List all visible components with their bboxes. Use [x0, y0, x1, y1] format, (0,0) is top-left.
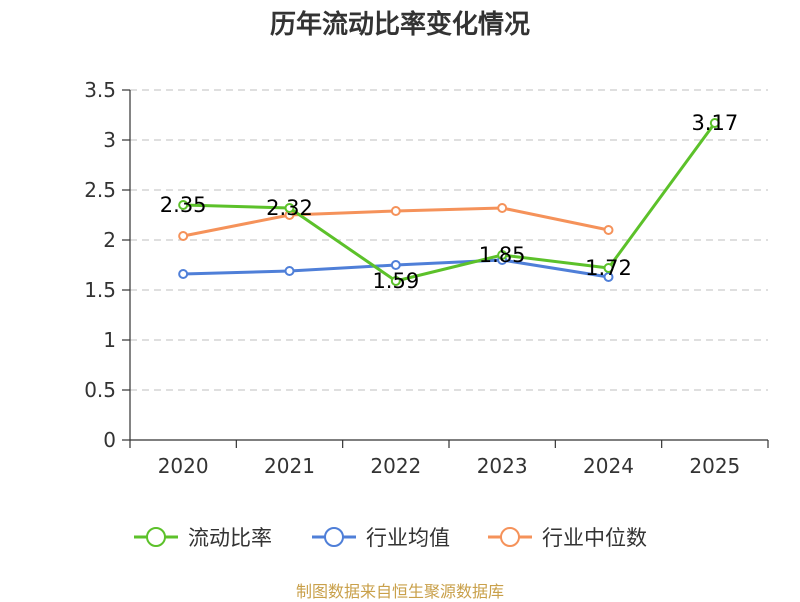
axes: 0 0.5 1 1.5 2 2.5 3 3.5 2020 2021 2022 2023 2024 2025: [84, 78, 769, 478]
data-point: [497, 203, 508, 213]
legend-label: 流动比率: [188, 526, 272, 550]
data-point: [390, 260, 401, 270]
legend-marker-icon: [146, 527, 166, 547]
series-line-0: [183, 122, 717, 283]
y-tick-label: 3.5: [84, 78, 116, 102]
x-tick-label: 2021: [264, 454, 315, 478]
y-tick-label: 2.5: [84, 178, 116, 202]
data-point: [390, 206, 401, 216]
data-label: 2.32: [266, 196, 313, 220]
data-label: 1.59: [372, 269, 419, 293]
legend-label: 行业中位数: [542, 526, 647, 550]
y-tick-label: 2: [103, 228, 116, 252]
series-lines: [178, 118, 720, 286]
y-tick-label: 1: [103, 328, 116, 352]
data-point: [497, 250, 508, 260]
x-tick-label: 2024: [583, 454, 634, 478]
data-point: [603, 263, 614, 273]
legend-marker-icon: [500, 527, 520, 547]
data-point: [390, 276, 401, 286]
data-label: 2.35: [160, 193, 207, 217]
data-point: [178, 231, 189, 241]
legend-item-2[interactable]: 行业中位数: [488, 526, 647, 550]
data-point: [284, 203, 295, 213]
y-tick-label: 1.5: [84, 278, 116, 302]
grid-lines: [130, 89, 768, 391]
legend-marker-icon: [324, 527, 344, 547]
y-tick-label: 3: [103, 128, 116, 152]
legend-label: 行业均值: [366, 526, 450, 550]
x-tick-label: 2022: [370, 454, 421, 478]
data-labels: 2.35 2.32 1.59 1.85 1.72 3.17: [160, 111, 738, 293]
y-tick-label: 0.5: [84, 378, 116, 402]
y-tick-label: 0: [103, 428, 116, 452]
x-tick-label: 2025: [689, 454, 740, 478]
legend-item-1[interactable]: 行业均值: [312, 526, 450, 550]
data-label: 1.72: [585, 256, 632, 280]
data-point: [284, 266, 295, 276]
data-point: [709, 118, 720, 128]
data-point: [178, 200, 189, 210]
source-note: 制图数据来自恒生聚源数据库: [295, 582, 504, 601]
legend-item-0[interactable]: 流动比率: [134, 526, 272, 550]
data-label: 3.17: [691, 111, 738, 135]
legend: 流动比率 行业均值 行业中位数: [134, 526, 647, 550]
chart-title: 历年流动比率变化情况: [269, 10, 530, 40]
data-point: [603, 225, 614, 235]
x-tick-label: 2020: [158, 454, 209, 478]
data-label: 1.85: [479, 243, 526, 267]
data-point: [178, 269, 189, 279]
x-tick-label: 2023: [477, 454, 528, 478]
